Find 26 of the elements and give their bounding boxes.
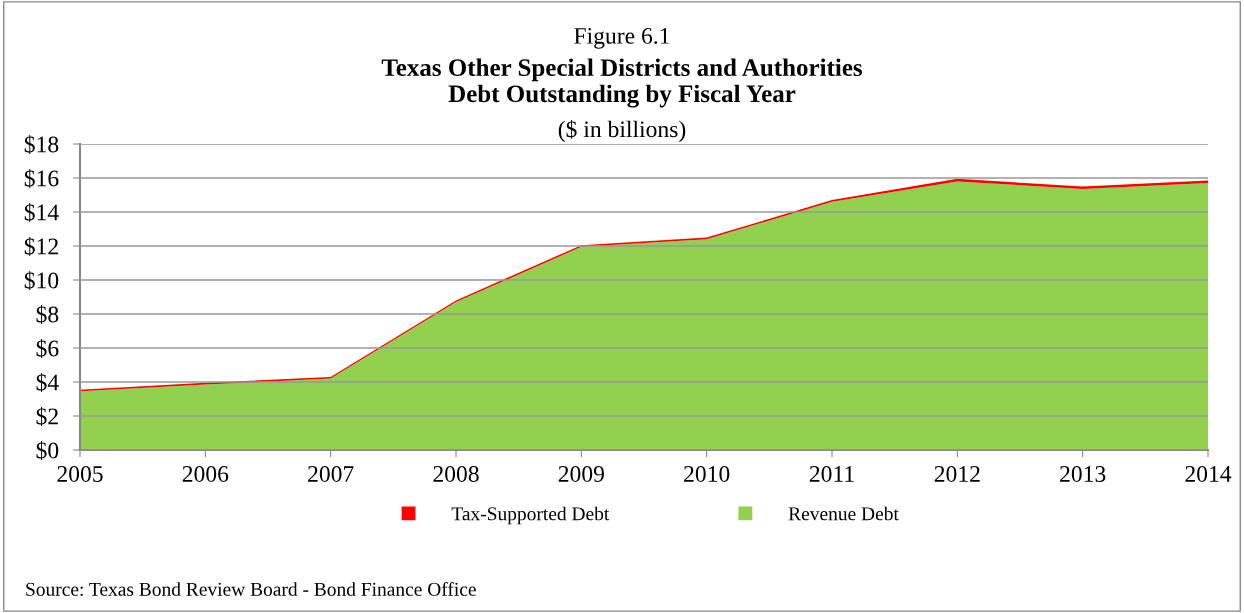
y-tick-label: $14: [24, 203, 59, 222]
x-tick-label: 2011: [809, 465, 854, 482]
x-tick-label: 2006: [182, 465, 229, 482]
y-tick-label: $12: [24, 237, 58, 256]
y-tick-label: $10: [24, 271, 59, 290]
x-tick-label: 2010: [684, 465, 730, 482]
x-tick-label: 2005: [57, 465, 103, 482]
chart-title: Texas Other Special Districts and Authorities Debt Outstanding by Fiscal Year: [381, 58, 863, 108]
x-tick-label: 2013: [1060, 465, 1106, 482]
x-tick-label: 2008: [433, 465, 479, 482]
x-tick-label: 2009: [558, 465, 604, 482]
y-tick-label: $16: [24, 169, 59, 188]
y-tick-label: $8: [36, 305, 59, 324]
y-tick-label: $4: [36, 373, 59, 392]
y-tick-label: $0: [36, 441, 59, 460]
x-tick-label: 2007: [308, 465, 354, 482]
caption: Figure 6.1: [574, 27, 670, 49]
y-tick-label: $2: [36, 407, 58, 426]
source-note: Source: Texas Bond Review Board - Bond Finance Office: [26, 581, 476, 596]
y-tick-label: $18: [24, 135, 59, 154]
y-tick-label: $6: [36, 339, 59, 358]
chart-subtitle: ($ in billions): [558, 119, 686, 143]
legend-label: Tax-Supported Debt: [451, 506, 610, 525]
x-tick-label: 2014: [1185, 465, 1232, 482]
x-tick-label: 2012: [934, 465, 980, 482]
legend-label: Revenue Debt: [788, 506, 899, 521]
